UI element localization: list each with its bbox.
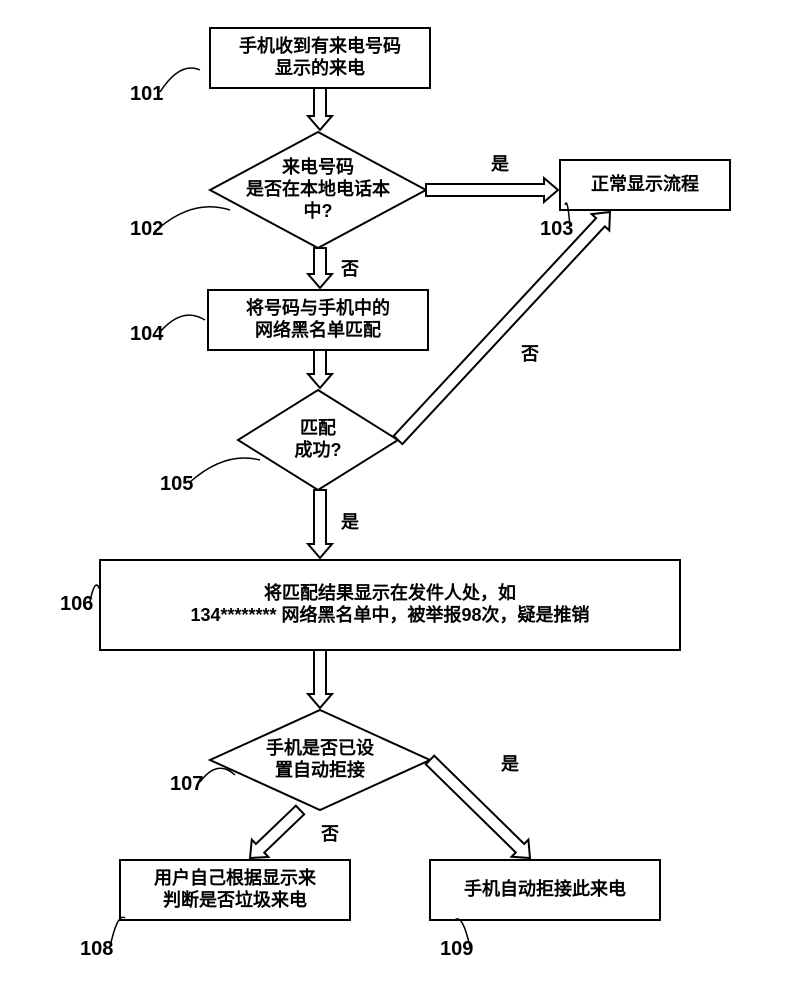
label-text: 106 <box>60 593 93 615</box>
svg-text:中?: 中? <box>304 200 333 221</box>
svg-text:匹配: 匹配 <box>300 418 336 438</box>
arrow <box>308 248 332 288</box>
svg-text:将号码与手机中的: 将号码与手机中的 <box>246 297 390 318</box>
label-text: 104 <box>130 323 164 345</box>
label-l107: 107 <box>170 768 235 795</box>
svg-text:显示的来电: 显示的来电 <box>275 57 365 78</box>
label-text: 107 <box>170 773 203 795</box>
svg-text:将匹配结果显示在发件人处，如: 将匹配结果显示在发件人处，如 <box>264 582 516 603</box>
svg-text:网络黑名单匹配: 网络黑名单匹配 <box>255 319 381 340</box>
arrow <box>308 88 332 130</box>
label-l101: 101 <box>130 68 200 105</box>
label-text: 105 <box>160 473 193 495</box>
node-n109: 手机自动拒接此来电 <box>430 860 660 920</box>
label-l108: 108 <box>80 917 125 960</box>
label-l106: 106 <box>60 585 100 615</box>
svg-text:用户自己根据显示来: 用户自己根据显示来 <box>154 867 317 888</box>
label-text: 109 <box>440 938 473 960</box>
svg-text:手机是否已设: 手机是否已设 <box>266 737 374 758</box>
edge-label: 是 <box>500 754 519 774</box>
node-n102: 来电号码是否在本地电话本中? <box>210 132 426 248</box>
label-l102: 102 <box>130 207 230 240</box>
arrow <box>426 178 558 202</box>
node-n107: 手机是否已设置自动拒接 <box>210 710 430 810</box>
edge-label: 是 <box>490 154 509 174</box>
edge-label: 是 <box>340 512 359 532</box>
label-text: 102 <box>130 218 163 240</box>
node-n105: 匹配成功? <box>238 390 398 490</box>
edge-label: 否 <box>320 824 339 844</box>
node-n104: 将号码与手机中的网络黑名单匹配 <box>208 290 428 350</box>
label-text: 101 <box>130 83 163 105</box>
arrow <box>308 650 332 708</box>
label-text: 108 <box>80 938 113 960</box>
label-l104: 104 <box>130 315 205 345</box>
svg-text:是否在本地电话本: 是否在本地电话本 <box>245 178 390 199</box>
arrow <box>308 490 332 558</box>
edge-label: 否 <box>520 344 539 364</box>
svg-text:134******** 网络黑名单中，被举报98次，疑是推销: 134******** 网络黑名单中，被举报98次，疑是推销 <box>190 604 589 625</box>
svg-text:来电号码: 来电号码 <box>281 156 354 177</box>
node-n108: 用户自己根据显示来判断是否垃圾来电 <box>120 860 350 920</box>
svg-text:手机收到有来电号码: 手机收到有来电号码 <box>239 35 401 56</box>
node-n106: 将匹配结果显示在发件人处，如134******** 网络黑名单中，被举报98次，… <box>100 560 680 650</box>
arrow <box>308 350 332 388</box>
label-l103: 103 <box>540 203 573 240</box>
node-n103: 正常显示流程 <box>560 160 730 210</box>
svg-text:手机自动拒接此来电: 手机自动拒接此来电 <box>464 878 626 899</box>
label-text: 103 <box>540 218 573 240</box>
svg-text:正常显示流程: 正常显示流程 <box>591 173 699 194</box>
svg-text:成功?: 成功? <box>295 439 342 460</box>
arrow <box>250 806 304 858</box>
svg-text:置自动拒接: 置自动拒接 <box>275 759 365 780</box>
label-l105: 105 <box>160 458 260 495</box>
node-n101: 手机收到有来电号码显示的来电 <box>210 28 430 88</box>
edge-label: 否 <box>340 259 359 279</box>
label-l109: 109 <box>440 919 473 960</box>
svg-text:判断是否垃圾来电: 判断是否垃圾来电 <box>163 889 307 910</box>
